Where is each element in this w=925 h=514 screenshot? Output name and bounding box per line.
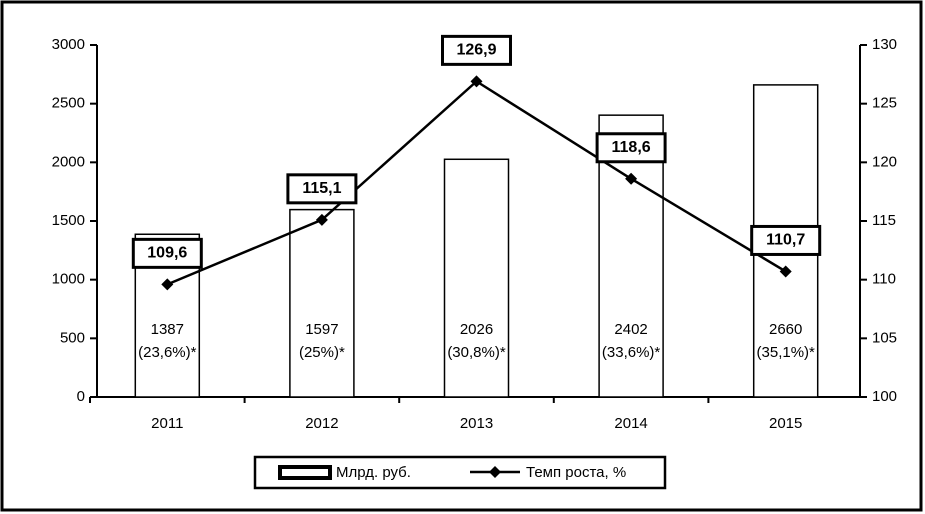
marker — [779, 265, 792, 278]
y2-tick-label: 115 — [872, 212, 896, 229]
y2-tick-label: 120 — [872, 153, 897, 170]
y-tick-label: 0 — [77, 388, 85, 405]
legend-marker — [489, 466, 501, 478]
marker — [161, 278, 174, 291]
marker — [470, 75, 483, 88]
y2-tick-label: 130 — [872, 36, 897, 53]
legend-label: Млрд. руб. — [336, 464, 411, 481]
label-box — [595, 132, 667, 164]
bar — [443, 158, 510, 398]
y-tick-label: 500 — [60, 329, 85, 346]
x-tick-label: 2015 — [769, 415, 802, 432]
bar-share-label: (23,6%)* — [138, 344, 197, 361]
line-value-label: 118,6 — [612, 139, 651, 156]
y2-tick-label: 105 — [872, 329, 897, 346]
line-value-label: 115,1 — [302, 180, 341, 197]
line-value-label: 110,7 — [766, 232, 805, 249]
label-box — [131, 237, 203, 269]
bar-share-label: (35,1%)* — [757, 344, 816, 361]
y-tick-label: 1500 — [52, 212, 85, 229]
y-tick-label: 2000 — [52, 153, 85, 170]
legend-swatch — [278, 465, 332, 480]
bar-value-label: 2026 — [460, 321, 493, 338]
y-tick-label: 1000 — [52, 271, 85, 288]
bar-value-label: 2660 — [769, 321, 802, 338]
marker — [625, 172, 638, 185]
y-tick-label: 2500 — [52, 95, 85, 112]
y2-tick-label: 100 — [872, 388, 897, 405]
x-tick-label: 2011 — [151, 415, 183, 432]
y2-tick-label: 125 — [872, 95, 897, 112]
legend-label: Темп роста, % — [526, 464, 626, 481]
bar-value-label: 2402 — [614, 321, 647, 338]
bar — [289, 208, 355, 398]
label-box — [750, 224, 822, 256]
bar-share-label: (33,6%)* — [602, 344, 661, 361]
y-tick-label: 3000 — [52, 36, 85, 53]
bar-value-label: 1597 — [305, 321, 338, 338]
label-box — [286, 173, 358, 205]
bar-value-label: 1387 — [151, 321, 184, 338]
label-box — [441, 34, 512, 66]
line-value-label: 109,6 — [147, 245, 187, 262]
line-value-label: 126,9 — [456, 42, 496, 59]
marker — [315, 213, 328, 226]
bar-share-label: (30,8%)* — [447, 344, 506, 361]
x-tick-label: 2013 — [460, 415, 493, 432]
bar-share-label: (25%)* — [299, 344, 345, 361]
y2-tick-label: 110 — [872, 271, 896, 288]
x-tick-label: 2014 — [614, 415, 647, 432]
x-tick-label: 2012 — [305, 415, 338, 432]
